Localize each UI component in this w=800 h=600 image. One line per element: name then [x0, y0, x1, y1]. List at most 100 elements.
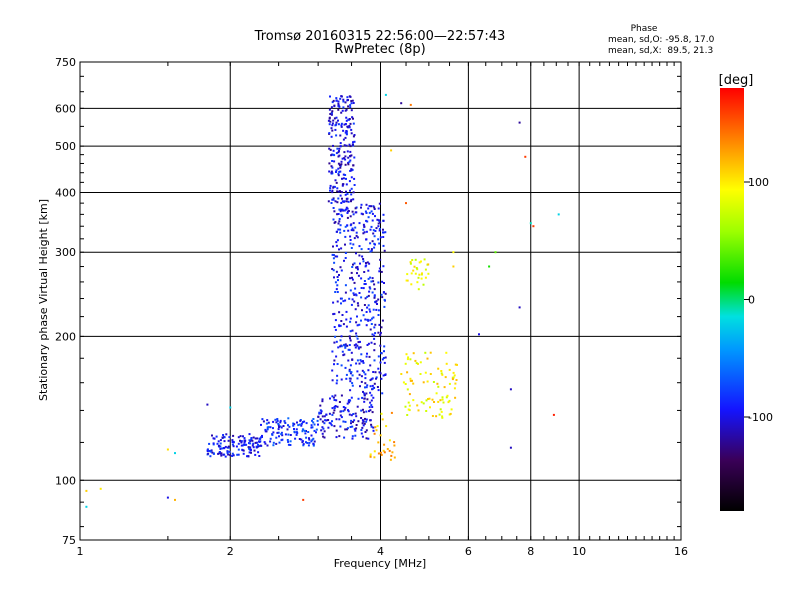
data-point — [415, 362, 418, 365]
data-point — [348, 180, 351, 183]
data-point — [310, 434, 313, 437]
data-point — [354, 207, 357, 210]
data-point — [375, 377, 377, 380]
data-point — [376, 386, 379, 388]
data-point — [340, 410, 343, 413]
data-point — [329, 120, 332, 123]
data-point — [353, 344, 356, 347]
data-point — [287, 440, 290, 443]
data-point — [338, 208, 341, 211]
data-point — [344, 101, 347, 104]
data-point — [237, 442, 240, 445]
data-point — [336, 147, 339, 150]
data-point — [381, 319, 384, 322]
data-point — [340, 202, 343, 204]
data-point — [321, 398, 324, 401]
data-point — [362, 223, 365, 226]
data-point — [362, 232, 365, 235]
data-point — [369, 287, 372, 290]
data-point — [329, 95, 331, 98]
data-point — [358, 254, 361, 257]
data-point — [379, 236, 382, 239]
data-point — [231, 439, 234, 442]
data-point — [347, 99, 349, 101]
data-point — [261, 434, 263, 437]
data-point — [351, 358, 354, 361]
data-point — [422, 402, 425, 405]
data-point — [366, 295, 369, 298]
data-point — [362, 361, 365, 364]
data-point — [349, 317, 352, 320]
data-point — [410, 283, 413, 286]
data-point — [364, 373, 367, 376]
data-point — [381, 358, 384, 361]
data-point — [378, 270, 381, 273]
data-point — [239, 439, 241, 442]
data-point — [416, 268, 419, 271]
data-point — [339, 190, 341, 193]
data-point — [226, 450, 229, 453]
data-point — [365, 429, 368, 432]
data-point — [216, 442, 219, 445]
data-point — [347, 410, 350, 413]
data-point — [336, 363, 339, 365]
data-point — [228, 436, 231, 439]
data-point — [369, 379, 372, 382]
data-point — [362, 390, 364, 393]
data-point — [339, 170, 342, 173]
data-point — [338, 218, 341, 220]
data-point — [371, 333, 374, 336]
data-point — [352, 141, 354, 144]
data-point — [295, 428, 298, 431]
data-point — [342, 98, 345, 101]
data-point — [343, 259, 345, 262]
data-point — [339, 166, 342, 169]
data-point — [308, 437, 310, 440]
data-point — [294, 437, 297, 440]
data-point — [305, 441, 307, 444]
data-point — [438, 413, 441, 416]
data-point — [321, 426, 324, 429]
data-point — [384, 292, 387, 295]
data-point — [371, 212, 374, 215]
data-point — [344, 174, 347, 176]
data-point — [330, 113, 333, 116]
data-point — [368, 286, 371, 289]
data-point — [331, 110, 334, 113]
data-point — [341, 350, 344, 353]
data-point — [367, 342, 370, 345]
data-point — [356, 324, 359, 327]
data-point — [372, 229, 375, 232]
data-point — [226, 446, 229, 449]
data-point — [306, 442, 309, 444]
data-point — [366, 398, 369, 401]
data-point — [279, 425, 282, 428]
data-point — [333, 409, 336, 412]
data-point — [363, 400, 366, 403]
data-point — [281, 434, 284, 437]
data-point — [409, 379, 412, 382]
grid-lines — [80, 62, 681, 540]
data-point — [340, 160, 343, 163]
data-point — [414, 359, 417, 362]
data-point — [332, 149, 335, 152]
data-point — [305, 422, 308, 425]
data-point — [365, 219, 368, 222]
data-point — [302, 444, 305, 447]
data-point — [334, 335, 337, 338]
data-point — [351, 437, 354, 440]
data-point — [357, 346, 360, 349]
data-point — [350, 168, 353, 171]
data-point — [330, 202, 333, 204]
data-point — [331, 407, 334, 410]
data-point — [331, 350, 334, 353]
data-point — [339, 339, 342, 342]
data-point — [345, 318, 348, 321]
data-point — [340, 124, 343, 127]
data-point — [380, 293, 383, 296]
data-point — [351, 278, 354, 281]
data-point — [311, 438, 314, 441]
data-point — [228, 450, 231, 453]
data-point — [348, 118, 351, 120]
